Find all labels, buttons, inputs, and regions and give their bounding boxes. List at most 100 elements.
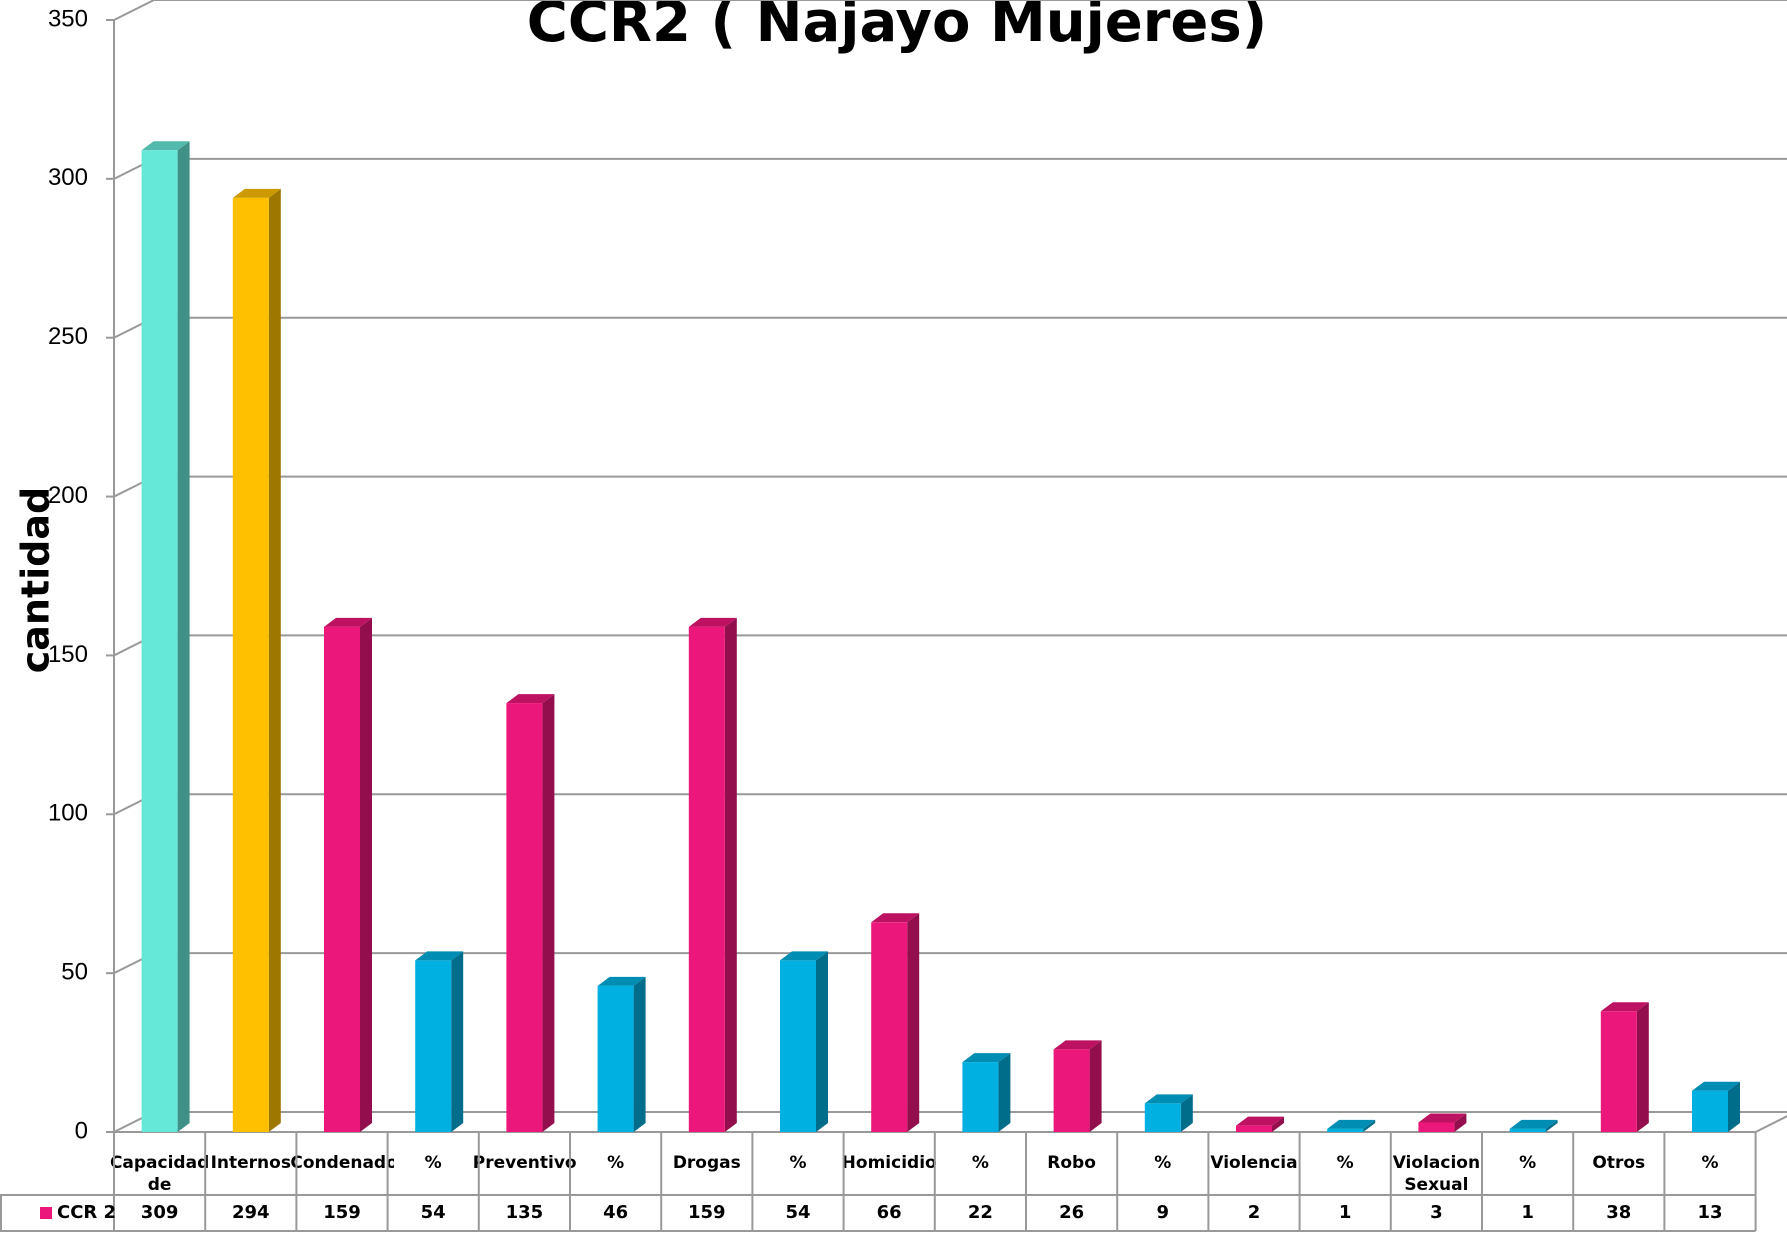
x-tick-label: Homicidio [841, 1153, 937, 1173]
x-tick-label: Preventivos [472, 1153, 576, 1173]
bar-side [1636, 1002, 1649, 1132]
x-tick-label-box: % [1154, 1153, 1171, 1173]
bar-top [506, 694, 555, 704]
bar-top [415, 951, 464, 961]
x-tick-label: % [1701, 1153, 1719, 1173]
bar-side [177, 141, 190, 1132]
bar-side [1728, 1081, 1740, 1132]
y-tick-label: 300 [48, 164, 88, 191]
bar [1692, 1090, 1728, 1132]
y-tick-label: 150 [48, 641, 88, 668]
table-value: 54 [421, 1202, 446, 1223]
bar-top [141, 141, 190, 151]
legend-label: CCR 2 [57, 1202, 116, 1223]
bar [232, 197, 269, 1133]
table-value: 54 [785, 1202, 810, 1223]
x-tick-label: % [1519, 1153, 1537, 1173]
x-tick-label: Capacidad de Internos [109, 1153, 210, 1195]
bar-side [1454, 1113, 1467, 1132]
bar [1144, 1103, 1181, 1132]
bar [962, 1062, 999, 1132]
bar [1236, 1125, 1272, 1132]
bar-side [724, 617, 737, 1132]
x-tick-label: Robo [1047, 1153, 1096, 1173]
table-value: 1 [1339, 1202, 1352, 1223]
x-tick-label: Internos [210, 1153, 291, 1173]
bar-side [360, 617, 372, 1132]
table-value: 294 [232, 1202, 270, 1223]
bar-top [324, 617, 372, 627]
x-tick-label-box: % [424, 1153, 442, 1173]
x-tick-label-box: % [1336, 1153, 1354, 1173]
bar [506, 703, 543, 1132]
bar-top [1509, 1119, 1558, 1129]
x-tick-label-box: Preventivos [472, 1153, 576, 1173]
bar [871, 922, 908, 1132]
bar [141, 150, 178, 1132]
table-value: 38 [1606, 1202, 1631, 1223]
bar-side [907, 913, 920, 1132]
bar-side [1363, 1119, 1376, 1132]
x-tick-label: Otros [1592, 1153, 1646, 1173]
bar [415, 960, 452, 1132]
x-tick-label-box: Violacion Sexual [1393, 1153, 1480, 1195]
table-value: 1 [1521, 1202, 1534, 1223]
bar [1600, 1011, 1637, 1132]
bar-side [542, 694, 555, 1132]
table-value: 2 [1248, 1202, 1261, 1223]
bar-side [1180, 1094, 1193, 1132]
table-value: 13 [1697, 1202, 1722, 1223]
bar-top [1327, 1119, 1376, 1129]
bar-side [268, 188, 281, 1133]
x-tick-label-box: Condenados [290, 1153, 394, 1173]
x-tick-label: % [789, 1153, 807, 1173]
grid-line [113, 316, 1787, 339]
chart-title: CCR2 ( Najayo Mujeres) [527, 0, 1268, 55]
x-tick-label-box: % [1701, 1153, 1719, 1173]
bar [780, 960, 816, 1132]
y-tick-label: 200 [48, 482, 88, 509]
bar [1053, 1049, 1090, 1132]
x-tick-label-box: Otros [1592, 1153, 1646, 1173]
y-axis-label: cantidad [14, 487, 58, 673]
table-value: 159 [688, 1202, 726, 1223]
bar-top [1418, 1113, 1467, 1123]
x-tick-label-box: Capacidad de Internos [109, 1153, 210, 1195]
bar-side [816, 951, 828, 1132]
grid-line [113, 157, 1787, 180]
bar-top [1600, 1002, 1649, 1012]
x-tick-label: % [607, 1153, 625, 1173]
table-value: 9 [1157, 1202, 1170, 1223]
x-tick-label: % [424, 1153, 442, 1173]
x-tick-label-box: Drogas [673, 1153, 741, 1173]
bar [1327, 1128, 1364, 1132]
grid-line [113, 0, 1787, 21]
table-value: 309 [141, 1202, 179, 1223]
bar [688, 626, 725, 1132]
x-tick-label-box: % [972, 1153, 989, 1173]
bar-top [1236, 1116, 1284, 1126]
y-tick-label: 50 [61, 958, 88, 985]
x-tick-label-box: Robo [1047, 1153, 1096, 1173]
x-tick-label-box: Violencia [1210, 1153, 1298, 1173]
x-tick-label: Condenados [290, 1153, 394, 1173]
x-tick-label: % [1336, 1153, 1354, 1173]
table-value: 26 [1059, 1202, 1084, 1223]
bar [597, 985, 634, 1132]
table-value: 22 [968, 1202, 993, 1223]
bar-top [688, 617, 737, 627]
x-tick-label-box: % [1519, 1153, 1537, 1173]
bar-top [1144, 1094, 1193, 1104]
bar-side [1545, 1119, 1558, 1132]
bar [1418, 1122, 1455, 1132]
table-value: 159 [323, 1202, 361, 1223]
table-value: 135 [506, 1202, 544, 1223]
legend-swatch [40, 1207, 52, 1219]
bar [1509, 1128, 1546, 1132]
x-tick-label: Violencia [1210, 1153, 1298, 1173]
bar-side [633, 976, 646, 1132]
table-value: 3 [1430, 1202, 1443, 1223]
bar-top [962, 1053, 1011, 1063]
